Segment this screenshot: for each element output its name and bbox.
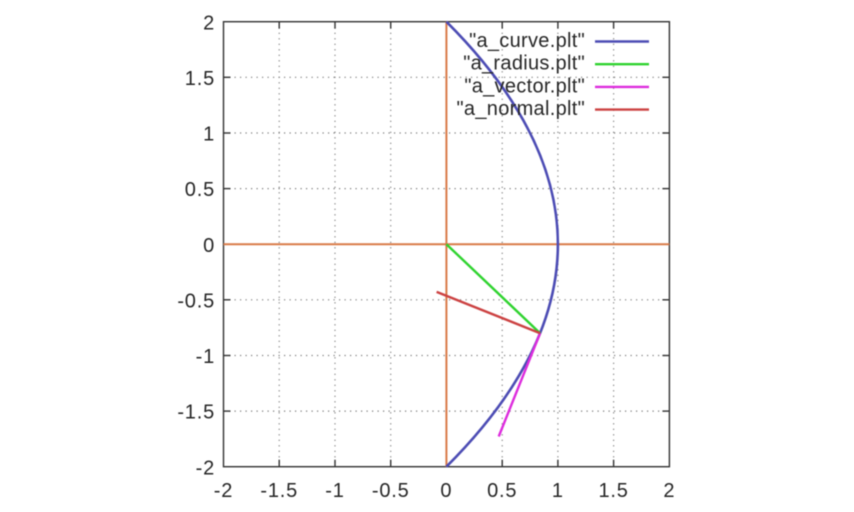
svg-text:-1.5: -1.5 [177,402,215,424]
svg-text:-2: -2 [196,457,215,479]
svg-text:-1: -1 [325,480,344,502]
svg-text:-0.5: -0.5 [177,290,215,312]
svg-text:-1.5: -1.5 [260,480,298,502]
svg-text:1.5: 1.5 [185,68,215,90]
svg-text:1: 1 [203,124,215,146]
svg-text:"a_radius.plt": "a_radius.plt" [463,53,585,75]
svg-text:0: 0 [203,235,215,257]
svg-text:"a_curve.plt": "a_curve.plt" [469,30,585,52]
svg-text:0.5: 0.5 [185,179,215,201]
svg-text:"a_normal.plt": "a_normal.plt" [457,98,585,120]
svg-text:-0.5: -0.5 [372,480,410,502]
svg-text:2: 2 [663,480,675,502]
svg-text:0.5: 0.5 [487,480,517,502]
svg-text:"a_vector.plt": "a_vector.plt" [464,75,585,97]
svg-text:1: 1 [552,480,564,502]
svg-text:2: 2 [203,12,215,34]
svg-text:-2: -2 [214,480,233,502]
svg-text:1.5: 1.5 [598,480,628,502]
svg-text:0: 0 [440,480,452,502]
svg-text:-1: -1 [196,346,215,368]
